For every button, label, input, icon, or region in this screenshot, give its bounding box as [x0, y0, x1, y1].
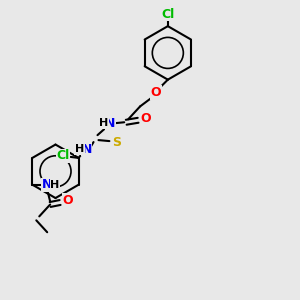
Text: O: O: [151, 86, 161, 99]
Text: Cl: Cl: [56, 149, 69, 162]
Text: O: O: [141, 112, 151, 125]
Text: N: N: [42, 178, 52, 191]
Text: S: S: [112, 136, 121, 148]
Text: O: O: [63, 194, 73, 207]
Text: H: H: [99, 118, 108, 128]
Text: H: H: [50, 180, 60, 190]
Text: N: N: [81, 142, 92, 155]
Text: Cl: Cl: [161, 8, 175, 21]
Text: H: H: [75, 144, 84, 154]
Text: N: N: [105, 117, 116, 130]
